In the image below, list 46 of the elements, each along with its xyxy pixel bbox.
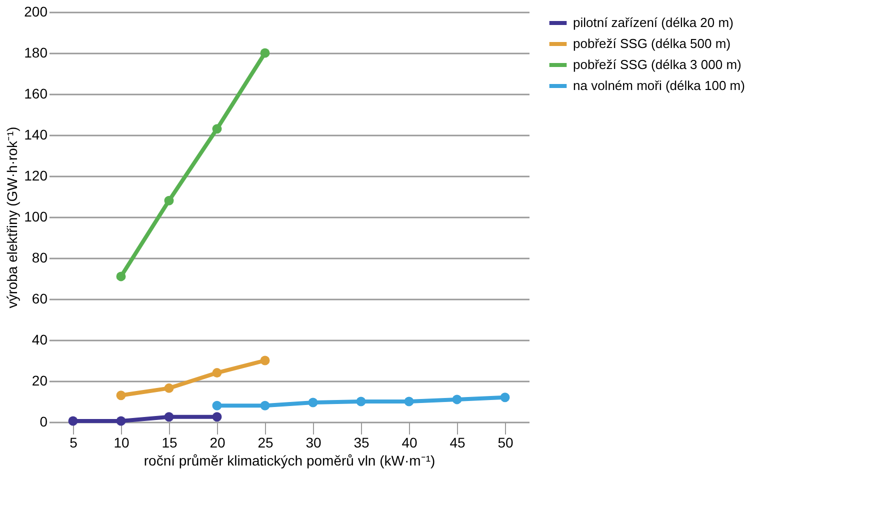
point [500, 392, 510, 402]
point [116, 272, 126, 282]
legend-label: pobřeží SSG (délka 3 000 m) [573, 57, 742, 72]
point [260, 400, 270, 410]
y-tick-label: 140 [24, 126, 48, 142]
point [452, 394, 462, 404]
point [308, 398, 318, 408]
point [212, 368, 222, 378]
y-axis-title: výroba elektřiny (GW·h·rok⁻¹) [4, 126, 20, 308]
point [260, 48, 270, 58]
legend-label: pobřeží SSG (délka 500 m) [573, 36, 731, 51]
point [356, 396, 366, 406]
x-tick-label: 45 [450, 434, 466, 450]
point [164, 412, 174, 422]
point [164, 196, 174, 206]
x-axis-title: roční průměr klimatických poměrů vln (kW·m⁻¹) [144, 452, 436, 468]
x-tick-label: 20 [210, 434, 226, 450]
y-tick-label: 160 [24, 86, 48, 102]
x-tick-label: 15 [162, 434, 178, 450]
point [68, 416, 78, 426]
point [260, 356, 270, 366]
point [116, 416, 126, 426]
y-tick-label: 20 [32, 372, 48, 388]
x-tick-label: 35 [354, 434, 370, 450]
y-tick-label: 40 [32, 332, 48, 348]
y-tick-label: 100 [24, 208, 48, 224]
x-tick-label: 30 [306, 434, 322, 450]
x-tick-label: 25 [258, 434, 274, 450]
x-tick-label: 40 [402, 434, 418, 450]
legend-label: na volném moři (délka 100 m) [573, 78, 745, 93]
x-tick-label: 50 [498, 434, 514, 450]
y-tick-label: 180 [24, 44, 48, 60]
point [212, 400, 222, 410]
legend-label: pilotní zařízení (délka 20 m) [573, 15, 734, 30]
y-tick-label: 200 [24, 4, 48, 20]
y-tick-label: 120 [24, 168, 48, 184]
point [212, 124, 222, 134]
point [404, 396, 414, 406]
x-tick-label: 10 [114, 434, 130, 450]
y-tick-label: 80 [32, 250, 48, 266]
y-tick-label: 0 [40, 414, 48, 430]
y-tick-label: 60 [32, 290, 48, 306]
point [212, 412, 222, 422]
point [116, 390, 126, 400]
point [164, 383, 174, 393]
x-tick-label: 5 [70, 434, 78, 450]
